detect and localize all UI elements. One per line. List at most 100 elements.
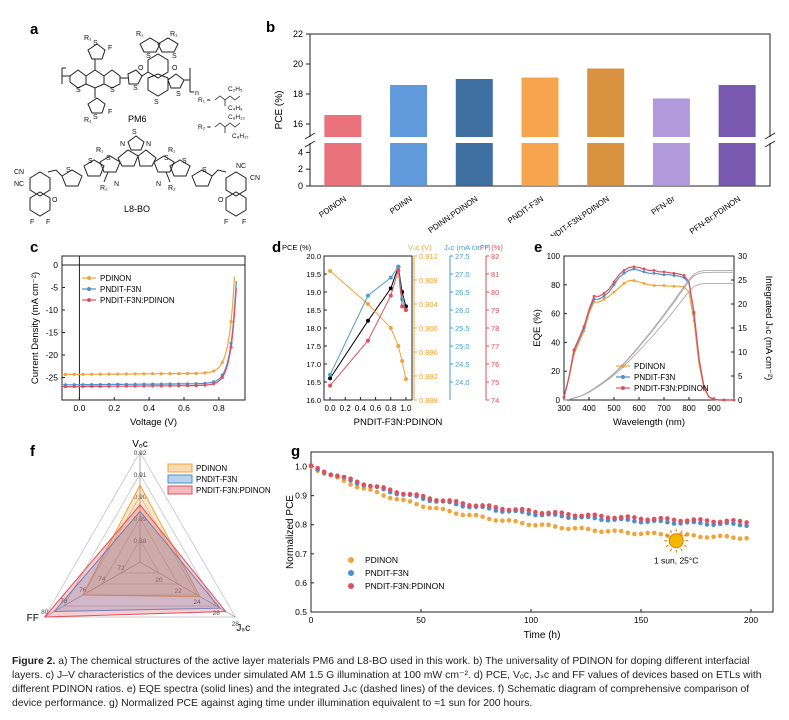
svg-text:R₂ =: R₂ = — [198, 124, 211, 131]
jv-marker — [63, 372, 68, 377]
chart-b-pce-bars: b PDINON PDINN PDINN:PDINON PNDIT-F3N PNDIT-… — [266, 19, 776, 236]
y-tick-label: 16.5 — [306, 378, 321, 387]
jv-marker — [116, 372, 120, 376]
stability-point — [308, 463, 314, 468]
stability-point — [467, 512, 472, 518]
stability-point — [704, 535, 710, 540]
legend-label: PNDIT-F3N — [365, 568, 409, 578]
legend-label: PNDIT-F3N:PDINON — [634, 384, 709, 393]
stability-point — [744, 535, 749, 541]
stability-point — [447, 498, 452, 503]
stability-point — [460, 512, 466, 518]
y-axis-label: Current Density (mA cm⁻²) — [30, 272, 41, 384]
jv-marker — [177, 384, 181, 388]
x-tick-label: 0.2 — [108, 403, 120, 413]
stability-point — [513, 518, 518, 524]
data-point-voc — [388, 326, 393, 330]
axis-title-ff: FF (%) — [480, 243, 503, 252]
eqe-marker — [682, 274, 686, 277]
stability-point — [414, 492, 419, 497]
stability-point — [698, 520, 703, 526]
data-point-ff — [396, 268, 401, 273]
y-axis-label: PCE (%) — [274, 91, 285, 130]
stability-point — [368, 487, 373, 492]
svg-text:S: S — [110, 87, 115, 94]
svg-text:C₆H₁₃: C₆H₁₃ — [228, 114, 245, 121]
radar-grid-ring — [44, 451, 236, 618]
radar-area-pndit-f3n-pdinon — [43, 504, 227, 618]
x-tick-label: 0.0 — [325, 404, 337, 413]
stability-point — [605, 515, 611, 520]
jv-curve-pdinon — [62, 276, 236, 376]
series-line-voc — [329, 270, 407, 380]
eqe-marker — [612, 290, 616, 294]
jv-marker — [142, 372, 146, 376]
x-tick-label: 700 — [657, 404, 671, 413]
x-tick-label: PNDIT-F3N:PDINON — [545, 194, 612, 236]
caption-text: a) The chemical structures of the active… — [12, 656, 762, 709]
y-tick-label: 0.892 — [419, 372, 438, 381]
x-tick-label: 100 — [524, 615, 538, 625]
stability-point — [618, 514, 624, 520]
jv-marker — [124, 372, 129, 376]
y-tick-label: -5 — [50, 283, 58, 293]
svg-text:R₂: R₂ — [168, 185, 176, 192]
stability-point — [348, 476, 353, 482]
jv-marker — [107, 372, 111, 376]
axis-title-pce: PCE (%) — [282, 243, 312, 252]
x-tick-label: 150 — [634, 615, 648, 625]
jv-marker — [220, 375, 224, 379]
pm6-structure — [61, 37, 194, 114]
svg-text:R₁: R₁ — [170, 31, 178, 38]
panel-label-b: b — [266, 19, 275, 36]
axis-break-gap — [308, 137, 772, 143]
radar-grid-ring — [101, 517, 179, 585]
eqe-marker — [672, 274, 676, 277]
stability-point — [671, 521, 677, 526]
svg-text:R₁: R₁ — [96, 147, 104, 154]
svg-text:N: N — [114, 181, 119, 188]
legend-swatch — [167, 463, 193, 473]
svg-text:CN: CN — [250, 175, 260, 182]
y-tick-label: 60 — [551, 310, 560, 319]
stability-point — [354, 479, 360, 485]
x-axis-label: Time (h) — [524, 630, 561, 641]
y-tick-label: 16.0 — [306, 396, 321, 405]
eqe-marker — [662, 284, 666, 287]
y-tick-label: 0.9 — [295, 491, 307, 501]
stability-point — [453, 499, 459, 504]
jv-marker — [142, 384, 146, 388]
data-point-jsc — [328, 372, 333, 377]
legend-swatch — [167, 485, 193, 495]
radar-tick-voc: 0.90 — [134, 494, 147, 501]
eqe-marker — [652, 284, 656, 287]
x-tick-label: 400 — [582, 404, 596, 413]
stability-point — [526, 511, 532, 516]
y-tick-label: 0.5 — [295, 607, 307, 617]
jv-marker — [229, 319, 233, 324]
y-tick-label: 18.0 — [306, 324, 321, 333]
jv-marker — [220, 360, 224, 365]
stability-point — [453, 511, 459, 516]
eqe-marker — [612, 280, 616, 284]
stability-point — [731, 517, 736, 523]
y-tick-label: 80 — [551, 281, 560, 290]
data-point-ff — [328, 383, 333, 388]
y-tick-label: 17.5 — [306, 342, 321, 351]
x-tick-label: 0.0 — [74, 403, 86, 413]
eqe-marker — [712, 397, 716, 401]
stability-point — [315, 465, 320, 471]
jv-marker — [133, 372, 137, 376]
stability-point — [480, 514, 485, 519]
stability-point — [645, 517, 650, 523]
jv-marker — [81, 372, 85, 376]
chemical-structures-panel: a S S S R₁ F S R₁ F S S S R₁ R₁ O — [14, 21, 260, 226]
stability-point — [493, 504, 499, 510]
legend-marker — [87, 298, 91, 302]
radar-axis-label-voc: Vₒᴄ — [132, 440, 147, 450]
stability-point — [381, 485, 386, 490]
stability-point — [328, 472, 334, 478]
y-tick-label: 24.0 — [455, 378, 470, 387]
stability-point — [579, 525, 584, 531]
eqe-marker — [702, 385, 706, 389]
